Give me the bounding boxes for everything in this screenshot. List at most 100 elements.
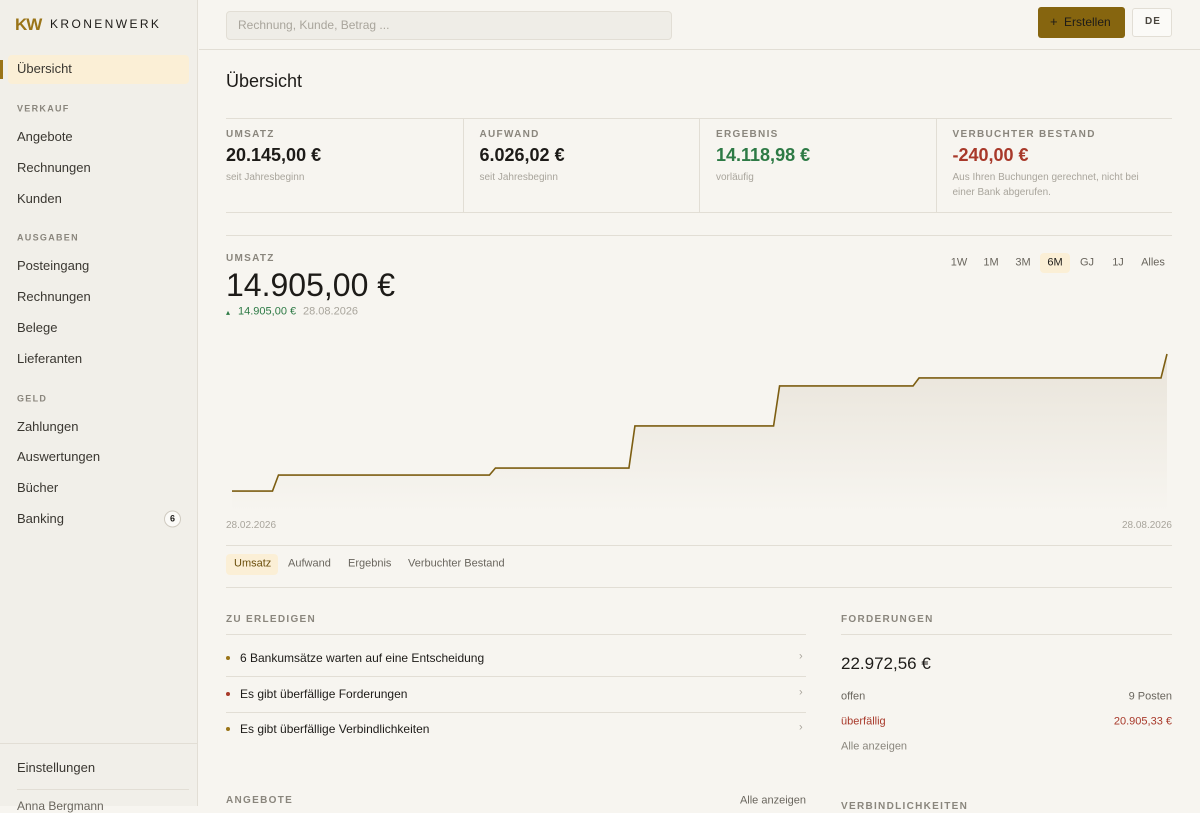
kpi-label: AUFWAND [479,129,540,140]
revenue-chart [232,353,1168,512]
divider [841,634,1172,635]
language-button[interactable]: DE [1132,8,1172,37]
kpi-divider [935,118,937,212]
brand-mark: KW [15,14,42,34]
divider [0,743,198,744]
kpi-divider [462,118,464,212]
badge: 6 [164,510,181,528]
nav-section: AUSGABEN [17,232,79,243]
active-bg [8,55,189,84]
x-axis-label: 28.02.2026 [226,520,277,531]
search[interactable]: Rechnung, Kunde, Betrag ... [226,11,672,40]
chevron: › [799,685,803,698]
tab[interactable]: Ergebnis [348,557,392,570]
brand: KRONENWERK [50,16,162,31]
nav-item[interactable]: Rechnungen [17,289,91,305]
range-button[interactable]: 6M [1047,256,1063,269]
change-date: 28.08.2026 [303,305,359,318]
x-axis-label: 28.08.2026 [1121,520,1172,531]
open-label: offen [841,690,866,703]
chevron: › [799,650,803,663]
nav-item[interactable]: Angebote [17,129,73,145]
nav-item[interactable]: Einstellungen [17,760,96,776]
nav-section: VERKAUF [17,103,70,114]
divider [17,789,189,790]
chevron: › [799,721,803,734]
open-value: 9 Posten [1128,690,1172,703]
line [232,353,1168,492]
kpi-note: seit Jahresbeginn [226,172,305,183]
kpi-value: 6.026,02 € [479,145,565,166]
tab[interactable]: Umsatz [234,557,272,570]
divider [226,634,806,635]
range-button[interactable]: 1M [983,256,999,269]
section-title: ANGEBOTE [226,795,294,806]
status-dot [226,691,230,696]
link[interactable]: Alle anzeigen [841,740,908,753]
kpi-label: VERBUCHTER BESTAND [952,129,1096,140]
todo-item[interactable]: 6 Bankumsätze warten auf eine Entscheidu… [240,650,485,665]
revenue-total: 14.905,00 € [226,266,396,303]
tab[interactable]: Verbuchter Bestand [408,557,505,570]
sidebar: KW KRONENWERK Übersicht Einstellungen An… [0,0,198,813]
divider [226,587,1172,588]
nav-item[interactable]: Posteingang [17,258,90,274]
overdue-value: 20.905,33 € [1113,715,1172,728]
language: DE [1145,16,1161,27]
divider [226,235,1172,236]
status-dot [226,656,230,660]
topbar-border [199,49,1200,50]
revenue-label: UMSATZ [226,253,275,264]
nav-item[interactable]: Auswertungen [17,449,101,465]
tab-active [226,554,278,575]
range-button[interactable]: GJ [1079,256,1095,269]
todo-item[interactable]: Es gibt überfällige Verbindlichkeiten [240,721,430,736]
area [232,354,1167,512]
create-icon: + [1050,14,1058,30]
kpi-label: ERGEBNIS [716,129,779,140]
kpi-label: UMSATZ [226,129,275,140]
divider [226,545,1172,546]
nav-item[interactable]: Zahlungen [17,418,79,434]
search-placeholder: Rechnung, Kunde, Betrag ... [238,17,390,32]
status-dot [226,727,230,731]
nav-item[interactable]: Banking [17,511,64,527]
create-button[interactable]: + Erstellen [1038,7,1125,38]
divider [226,711,806,713]
nav-item[interactable]: Lieferanten [17,351,83,366]
range-button[interactable]: 1J [1112,256,1124,269]
page-title: Übersicht [226,71,303,92]
kpi-note: vorläufig [716,172,754,183]
section-title: VERBINDLICHKEITEN [841,801,969,812]
range-button[interactable]: 3M [1015,256,1031,269]
kpi-value: -240,00 € [952,145,1029,166]
kpi-value: 14.118,98 € [716,145,811,166]
kpi-note: seit Jahresbeginn [479,172,558,183]
nav-item[interactable]: Bücher [17,480,59,496]
nav-item[interactable]: Belege [17,320,58,336]
section-title: ZU ERLEDIGEN [226,614,317,625]
create-label: Erstellen [1064,14,1111,29]
nav-item[interactable]: Übersicht [17,61,72,77]
section-title: FORDERUNGEN [841,614,934,625]
receivables-amount: 22.972,56 € [841,653,931,673]
link[interactable]: Alle anzeigen [739,794,806,807]
range-button[interactable]: 1W [950,256,968,269]
tab[interactable]: Aufwand [288,557,331,570]
kpi-divider [699,118,700,212]
range-button[interactable]: Alles [1141,256,1165,269]
nav-item[interactable]: Rechnungen [17,160,91,175]
range-active [1040,253,1070,273]
kpi-border [226,212,1172,213]
kpi-value: 20.145,00 € [226,145,322,166]
nav-section: GELD [17,393,48,404]
active-bar [0,60,3,79]
todo-item[interactable]: Es gibt überfällige Forderungen [240,686,408,701]
change: 14.905,00 € [238,305,297,318]
divider [226,676,806,677]
nav-item[interactable]: Kunden [17,190,62,206]
kpi-note: Aus Ihren Buchungen gerechnet, nicht bei… [952,172,1139,198]
overdue-label: überfällig [841,715,886,728]
change-icon: ▴ [226,308,231,318]
